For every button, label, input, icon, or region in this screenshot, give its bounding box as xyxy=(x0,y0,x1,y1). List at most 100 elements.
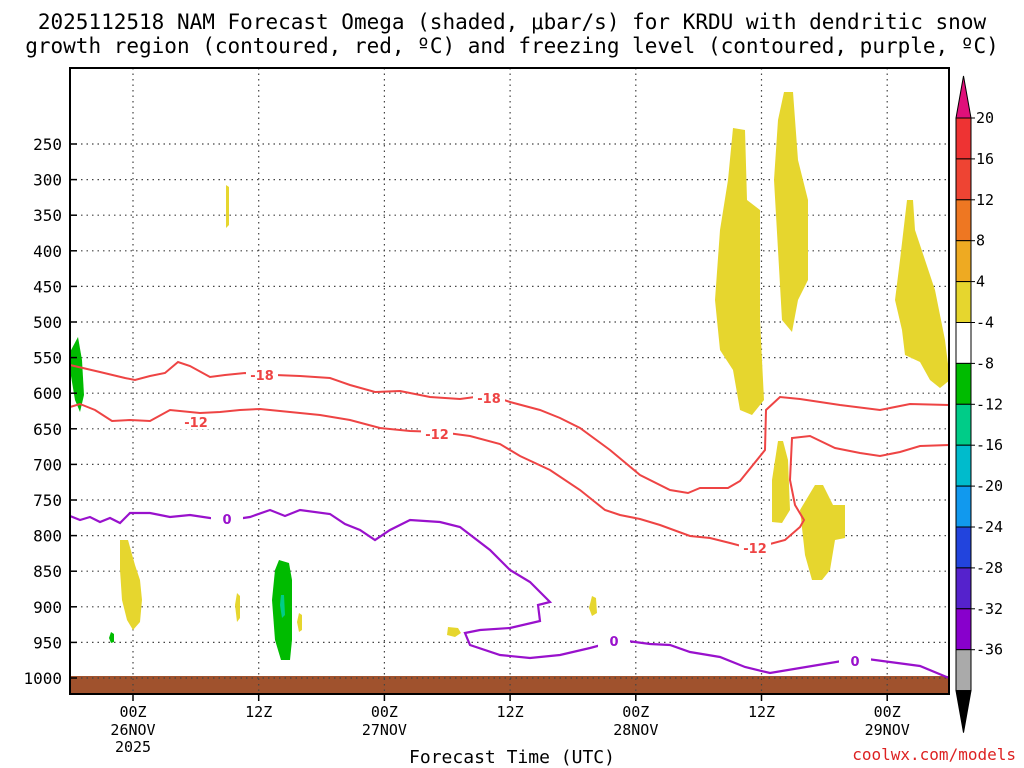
contour-label: -12 xyxy=(184,416,208,431)
omega-positive-region xyxy=(715,128,764,415)
colorbar-label: -28 xyxy=(976,559,1003,577)
colorbar-bin xyxy=(955,403,972,446)
contour-label-bg xyxy=(180,414,212,429)
contour-label: 0 xyxy=(850,655,859,670)
y-tick-label: 250 xyxy=(33,135,62,154)
y-tick-label: 950 xyxy=(33,633,62,652)
omega-positive-region xyxy=(589,596,597,616)
contour-label-bg xyxy=(739,540,771,555)
colorbar-label: 12 xyxy=(976,191,994,209)
colorbar-bin xyxy=(955,608,972,651)
y-tick-label: 900 xyxy=(33,598,62,617)
x-tick-label: 00Z xyxy=(119,703,146,721)
y-tick-label: 650 xyxy=(33,420,62,439)
x-tick-date: 29NOV xyxy=(865,721,910,739)
colorbar-label: -8 xyxy=(976,354,994,372)
colorbar-bin xyxy=(955,199,972,242)
colorbar-bin xyxy=(955,117,972,160)
y-tick-label: 600 xyxy=(33,384,62,403)
omega-negative-region-strong xyxy=(280,595,285,618)
y-tick-label: 850 xyxy=(33,562,62,581)
colorbar-label: -24 xyxy=(976,518,1003,536)
credit-link[interactable]: coolwx.com/models xyxy=(852,745,1016,764)
colorbar-bin xyxy=(955,526,972,569)
colorbar-label: 8 xyxy=(976,232,985,250)
omega-positive-region xyxy=(226,185,229,228)
chart-title-line1: 2025112518 NAM Forecast Omega (shaded, μ… xyxy=(37,10,987,34)
omega-shading xyxy=(70,92,950,660)
omega-positive-region xyxy=(447,627,461,637)
colorbar-bin xyxy=(955,485,972,528)
colorbar-label: -12 xyxy=(976,395,1003,413)
colorbar-label: -4 xyxy=(976,314,994,332)
omega-positive-region xyxy=(297,613,302,632)
x-tick-date: 28NOV xyxy=(613,721,658,739)
y-tick-label: 500 xyxy=(33,313,62,332)
colorbar-bin xyxy=(955,240,972,283)
colorbar-label: -20 xyxy=(976,477,1003,495)
omega-positive-region xyxy=(800,485,845,580)
colorbar-bin xyxy=(955,567,972,610)
plot-area xyxy=(70,68,949,694)
y-axis: 250 300 350 400 450 500 550 600 650 700 750 800 850 9… xyxy=(23,135,77,688)
x-tick-year: 2025 xyxy=(115,738,151,756)
y-tick-label: 750 xyxy=(33,491,62,510)
colorbar-min-arrow xyxy=(955,690,972,733)
y-tick-label: 1000 xyxy=(23,669,62,688)
omega-positive-region xyxy=(235,593,240,622)
contour-zero xyxy=(69,508,950,680)
x-tick-label: 00Z xyxy=(371,703,398,721)
colorbar-label: 4 xyxy=(976,273,985,291)
colorbar-bin xyxy=(955,362,972,405)
contour-label-bg xyxy=(421,426,453,441)
contour-label: -18 xyxy=(250,369,274,384)
chart-title-line2: growth region (contoured, red, ºC) and f… xyxy=(25,34,999,58)
y-tick-label: 400 xyxy=(33,242,62,261)
y-tick-label: 550 xyxy=(33,349,62,368)
omega-positive-region xyxy=(120,540,142,630)
omega-positive-region xyxy=(774,92,808,332)
x-axis-title: Forecast Time (UTC) xyxy=(409,747,615,768)
colorbar-max-arrow xyxy=(955,75,972,119)
omega-positive-region xyxy=(772,441,790,523)
omega-negative-region xyxy=(109,632,114,643)
contour-label: -12 xyxy=(743,542,767,557)
colorbar-label: -16 xyxy=(976,436,1003,454)
x-tick-date: 27NOV xyxy=(362,721,407,739)
omega-positive-region xyxy=(895,200,950,388)
contour-labels: -18 -18 -12 -12 -12 0 0 0 xyxy=(180,367,871,670)
x-tick-label: 00Z xyxy=(874,703,901,721)
omega-negative-region xyxy=(70,337,84,412)
colorbar-bin xyxy=(955,649,972,692)
colorbar-bin xyxy=(955,444,972,487)
colorbar-label: -36 xyxy=(976,641,1003,659)
contour-label-bg xyxy=(473,390,505,405)
x-tick-label: 12Z xyxy=(497,703,524,721)
y-tick-label: 700 xyxy=(33,455,62,474)
contour-label-bg xyxy=(598,633,630,648)
y-tick-label: 800 xyxy=(33,527,62,546)
colorbar-bin xyxy=(955,158,972,201)
contour-minus12 xyxy=(69,402,950,549)
colorbar-label: 16 xyxy=(976,150,994,168)
contour-label-bg xyxy=(246,367,278,382)
colorbar-label: 20 xyxy=(976,109,994,127)
omega-colorbar: 20 16 12 8 4 -4 -8 -12 -16 -20 -24 -28 -32 -36 xyxy=(955,75,1003,733)
contour-label-bg xyxy=(211,511,243,526)
colorbar-bin xyxy=(955,322,972,364)
x-tick-label: 00Z xyxy=(622,703,649,721)
colorbar-label: -32 xyxy=(976,600,1003,618)
contour-label-bg xyxy=(839,653,871,668)
y-tick-label: 450 xyxy=(33,277,62,296)
y-tick-label: 350 xyxy=(33,206,62,225)
x-tick-label: 12Z xyxy=(748,703,775,721)
contour-label: -18 xyxy=(477,392,501,407)
contour-label: 0 xyxy=(222,513,231,528)
contour-label: 0 xyxy=(609,635,618,650)
x-tick-label: 12Z xyxy=(245,703,272,721)
y-tick-label: 300 xyxy=(33,171,62,190)
contour-label: -12 xyxy=(425,428,449,443)
x-tick-date: 26NOV xyxy=(110,721,155,739)
